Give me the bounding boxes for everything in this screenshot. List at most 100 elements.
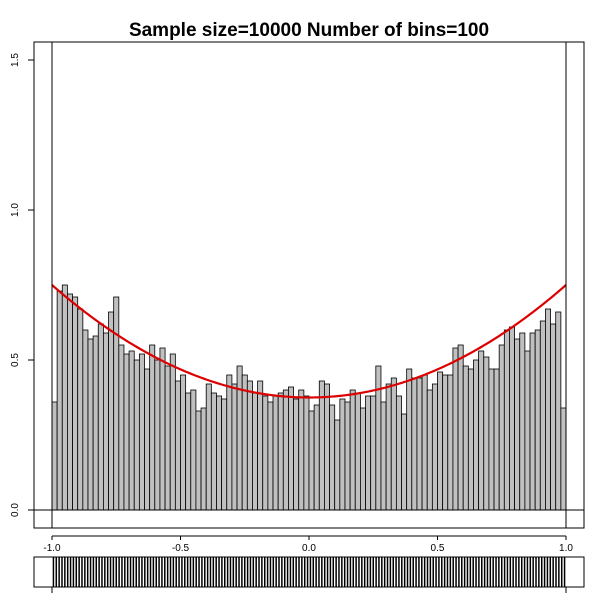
histogram-bar (452, 347, 459, 511)
histogram-bar (426, 389, 433, 511)
histogram-bar (123, 353, 130, 511)
histogram-bar (550, 323, 557, 511)
histogram-bar (539, 320, 546, 511)
histogram-bar (313, 404, 320, 511)
x-axis: -1.0 -0.5 0.0 0.5 1.0 (43, 535, 573, 554)
histogram-bar (51, 401, 58, 511)
rug-lines (52, 557, 566, 587)
x-tick-label: 0.5 (431, 543, 445, 554)
histogram-bar (118, 344, 125, 511)
histogram-bar (478, 350, 485, 511)
histogram-bar (431, 383, 438, 511)
histogram-bar (190, 389, 197, 511)
histogram-bar (503, 329, 510, 511)
histogram-bar (560, 407, 567, 511)
histogram-bar (545, 308, 551, 511)
histogram-bar (303, 395, 310, 511)
histogram-bar (406, 368, 413, 511)
histogram-bar (87, 338, 94, 511)
rug-strip (33, 556, 585, 593)
histogram-bar (334, 419, 341, 511)
histogram-bars (51, 284, 567, 511)
histogram-bar (498, 344, 505, 511)
histogram-bar (421, 374, 428, 511)
histogram-bar (447, 374, 454, 511)
histogram-bar (411, 377, 418, 511)
histogram-bar (344, 401, 351, 511)
x-tick-label: 1.0 (559, 543, 573, 554)
histogram-bar (514, 338, 521, 511)
histogram-bar (231, 383, 238, 511)
histogram-bar (442, 374, 449, 511)
histogram-bar (349, 389, 356, 511)
y-tick-label: 1.0 (10, 203, 21, 217)
histogram-bar (359, 407, 366, 511)
histogram-bar (534, 329, 541, 511)
histogram-bar (195, 410, 202, 511)
histogram-bar (437, 371, 444, 511)
histogram-bar (473, 359, 480, 511)
histogram-bar (483, 356, 490, 511)
histogram-bar (555, 311, 562, 511)
histogram-bar (77, 308, 84, 511)
histogram-bar (329, 404, 336, 511)
histogram-bar (375, 365, 382, 511)
histogram-bar (267, 401, 274, 511)
histogram-bar (236, 365, 243, 511)
histogram-bar (354, 392, 361, 511)
histogram-bar (92, 335, 99, 511)
histogram-bar (493, 368, 500, 511)
histogram-bar (246, 380, 253, 511)
histogram-bar (108, 311, 115, 511)
rug-frame (33, 556, 585, 588)
histogram-bar (457, 344, 464, 511)
histogram-bar (390, 377, 397, 511)
histogram-bar (262, 395, 269, 511)
histogram-bar (61, 284, 68, 511)
histogram-bar (293, 398, 300, 511)
histogram-bar (144, 368, 151, 511)
y-tick-label: 0.0 (10, 503, 21, 517)
histogram-bar (226, 374, 233, 511)
histogram-bar (462, 365, 469, 511)
histogram-bar (282, 389, 289, 511)
histogram-bar (339, 398, 346, 511)
y-tick-label: 0.5 (10, 353, 21, 367)
histogram-bar (185, 392, 192, 511)
y-tick-label: 1.5 (10, 53, 21, 67)
histogram-bar (298, 389, 305, 511)
histogram-bar (154, 359, 161, 511)
histogram-bar (72, 296, 79, 511)
histogram-bar (252, 392, 259, 511)
histogram-bar (318, 380, 325, 511)
histogram-bar (401, 413, 408, 511)
chart-title: Sample size=10000 Number of bins=100 (129, 20, 489, 41)
histogram-bar (164, 365, 171, 511)
histogram-bar (488, 368, 495, 511)
histogram-bar (67, 293, 73, 511)
histogram-bar (529, 332, 536, 511)
histogram-bar (509, 326, 515, 511)
histogram-bar (272, 395, 279, 511)
histogram-bar (205, 383, 212, 511)
histogram-bar (416, 377, 423, 511)
histogram-bar (324, 383, 330, 511)
histogram-bar (174, 380, 181, 511)
histogram-bar (370, 395, 377, 511)
histogram-bar (210, 392, 217, 511)
histogram-bar (241, 374, 248, 511)
histogram-bar (82, 329, 89, 511)
histogram-bar (308, 410, 315, 511)
histogram-bar (277, 392, 284, 511)
histogram-bar (56, 290, 63, 511)
histogram-bar (519, 332, 526, 511)
y-axis: 0.0 0.5 1.0 1.5 (10, 53, 34, 517)
histogram-bar (380, 401, 387, 511)
histogram-bar (467, 368, 474, 511)
histogram-bar (385, 383, 392, 511)
x-tick-label: -1.0 (43, 543, 61, 554)
histogram-bar (128, 350, 135, 511)
histogram-bar (97, 323, 104, 511)
histogram-bar (288, 386, 294, 511)
